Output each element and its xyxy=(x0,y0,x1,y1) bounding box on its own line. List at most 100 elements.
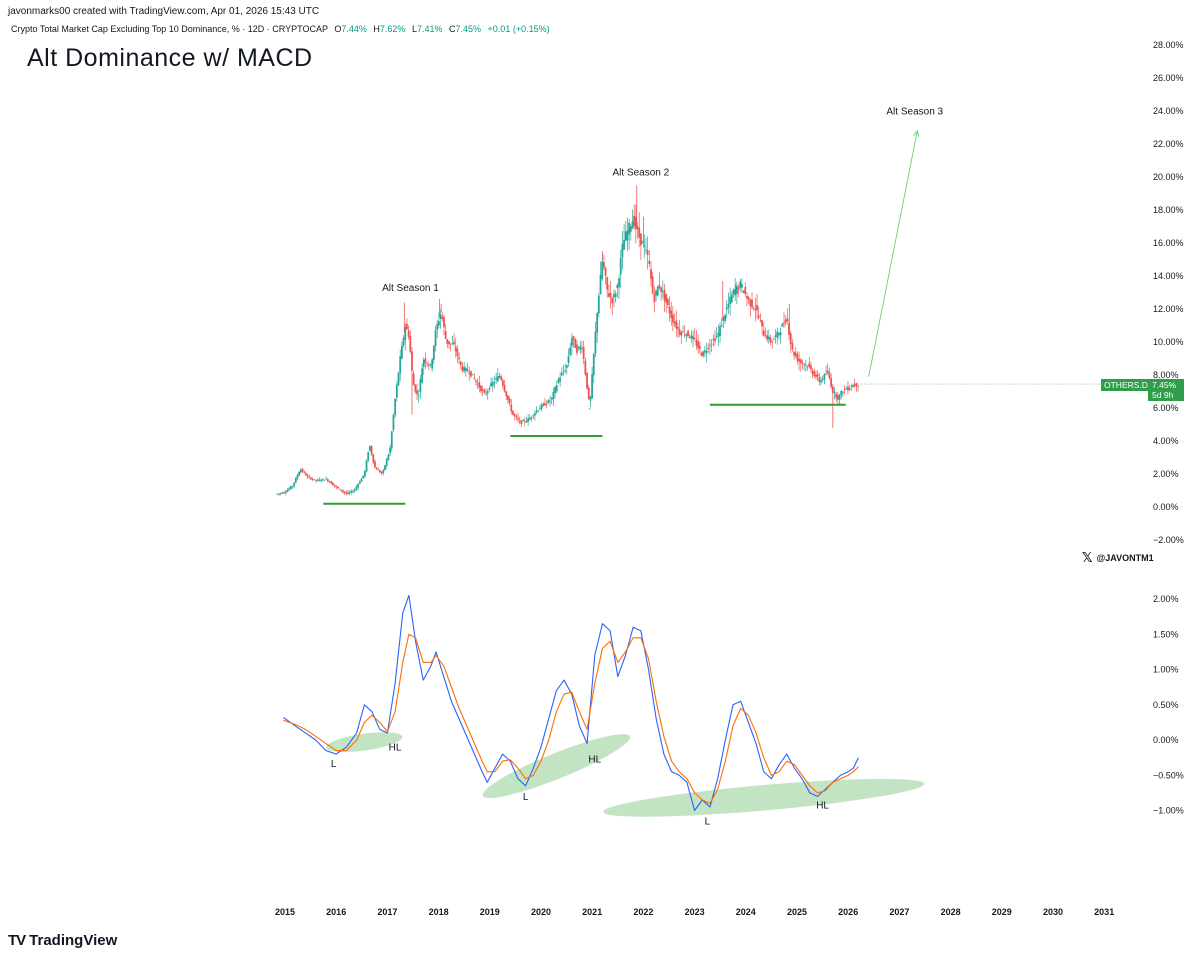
candle-body xyxy=(835,393,838,398)
candle-body xyxy=(638,227,641,238)
candle-body xyxy=(491,381,494,386)
candle-body xyxy=(431,359,434,369)
candle-body xyxy=(724,314,726,321)
low-value: 7.41% xyxy=(416,24,443,34)
candle-body xyxy=(700,352,703,356)
candle-body xyxy=(564,370,567,372)
candle-body xyxy=(714,338,716,342)
candle-body xyxy=(539,408,541,410)
candle-body xyxy=(493,381,496,383)
tradingview-brand[interactable]: TV TradingView xyxy=(8,932,117,949)
candle-body xyxy=(576,344,578,353)
candle-body xyxy=(525,421,528,423)
candle-body xyxy=(537,410,540,412)
candle-body xyxy=(833,391,836,393)
candle-body xyxy=(623,239,625,250)
candle-body xyxy=(523,420,526,422)
candle-body xyxy=(429,364,432,365)
candle-body xyxy=(614,293,617,297)
candle-body xyxy=(804,364,807,366)
projection-arrow-head xyxy=(913,129,920,137)
time-axis-tick: 2020 xyxy=(531,907,551,917)
candle-body xyxy=(668,306,671,314)
candle-body xyxy=(601,261,604,279)
season-annotation: Alt Season 1 xyxy=(382,283,439,294)
candle-body xyxy=(853,384,856,386)
candles-group xyxy=(276,185,859,497)
macd-highlight-ellipse xyxy=(326,732,403,753)
candle-body xyxy=(411,351,413,371)
candle-body xyxy=(296,475,299,479)
close-value: 7.45% xyxy=(455,24,482,34)
candle-body xyxy=(717,332,720,337)
candle-body xyxy=(390,431,393,449)
candle-body xyxy=(469,370,472,377)
candle-body xyxy=(471,374,474,376)
candle-body xyxy=(360,478,363,482)
price-axis-tick: 20.00% xyxy=(1153,172,1184,182)
time-axis-tick: 2023 xyxy=(685,907,705,917)
candle-body xyxy=(784,319,787,323)
candle-body xyxy=(374,461,376,468)
candle-body xyxy=(507,395,509,400)
candle-body xyxy=(350,490,353,493)
time-axis-tick: 2015 xyxy=(275,907,295,917)
candle-body xyxy=(786,318,789,322)
candle-body xyxy=(767,336,770,340)
candle-body xyxy=(771,341,774,343)
candle-body xyxy=(783,322,785,324)
candle-body xyxy=(619,257,622,275)
candle-body xyxy=(399,356,402,373)
candle-body xyxy=(486,391,489,394)
price-axis-tick: 8.00% xyxy=(1153,370,1179,380)
candle-body xyxy=(594,331,597,354)
candle-body xyxy=(794,352,797,357)
candle-body xyxy=(406,323,408,330)
candle-body xyxy=(658,284,661,288)
candle-body xyxy=(555,385,558,392)
candle-body xyxy=(798,358,801,362)
candle-body xyxy=(741,283,743,288)
candle-body xyxy=(352,491,354,493)
candle-body xyxy=(697,341,700,349)
candle-body xyxy=(363,470,366,477)
candle-body xyxy=(485,393,487,395)
candle-body xyxy=(510,404,513,412)
candle-body xyxy=(779,332,782,336)
candle-body xyxy=(528,417,531,420)
time-axis-tick: 2019 xyxy=(480,907,500,917)
candle-body xyxy=(747,296,750,300)
time-axis-tick: 2030 xyxy=(1043,907,1063,917)
candle-body xyxy=(318,479,321,481)
candle-body xyxy=(825,373,827,375)
candle-body xyxy=(321,478,324,480)
candle-body xyxy=(602,262,605,268)
candle-body xyxy=(616,284,619,289)
candle-body xyxy=(688,337,691,339)
candle-body xyxy=(453,341,455,344)
symbol-ohlc-line: Crypto Total Market Cap Excluding Top 10… xyxy=(11,24,550,34)
candle-body xyxy=(715,336,718,337)
candle-body xyxy=(631,221,634,229)
candle-body xyxy=(690,335,693,339)
candle-body xyxy=(347,492,349,494)
macd-pivot-label: L xyxy=(705,817,711,828)
price-tag-value: 7.45% 5d 9h xyxy=(1148,379,1184,401)
candle-body xyxy=(496,376,499,382)
candle-body xyxy=(778,333,780,335)
candle-body xyxy=(549,400,551,402)
candle-body xyxy=(560,372,563,376)
candle-body xyxy=(394,398,397,416)
tradingview-logo-icon: TV xyxy=(8,932,26,949)
price-axis-tick: 28.00% xyxy=(1153,40,1184,50)
candle-body xyxy=(478,382,481,388)
candle-body xyxy=(375,467,378,470)
candle-body xyxy=(305,473,307,476)
candle-body xyxy=(707,347,710,350)
time-axis-tick: 2026 xyxy=(838,907,858,917)
candle-body xyxy=(650,268,652,279)
candle-body xyxy=(757,315,760,318)
candle-body xyxy=(821,379,824,381)
candle-body xyxy=(530,417,533,418)
